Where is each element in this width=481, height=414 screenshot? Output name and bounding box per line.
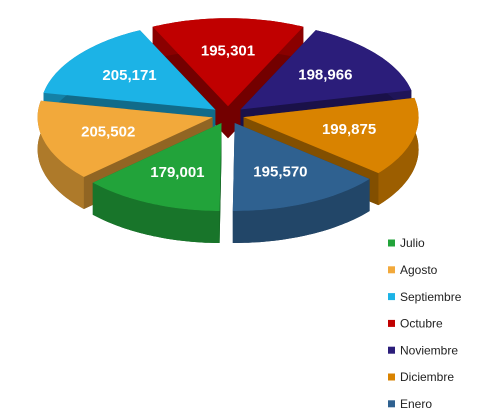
legend-label: Octubre (400, 317, 443, 331)
value-label: 198,966 (298, 66, 352, 83)
value-label: 205,502 (81, 123, 135, 140)
legend-swatch (388, 319, 395, 327)
value-label: 195,570 (253, 163, 307, 180)
slice-wall (378, 97, 419, 206)
slice-top (152, 18, 304, 107)
slice-wall (92, 182, 220, 243)
slice: 179,001 (92, 123, 222, 243)
legend-swatch (388, 293, 395, 301)
value-label: 199,875 (322, 121, 376, 138)
legend-label: Enero (400, 397, 432, 411)
legend-label: Noviembre (400, 343, 458, 357)
slice: 195,570 (232, 123, 370, 243)
slice-top (92, 123, 222, 211)
slice-top (43, 30, 216, 110)
legend-label: Diciembre (400, 370, 454, 384)
legend-label: Julio (400, 236, 425, 250)
slice-top (240, 30, 412, 110)
legend-swatch (388, 346, 395, 354)
legend-swatch (388, 400, 395, 408)
legend-swatch (388, 266, 395, 274)
legend-swatch (388, 239, 395, 247)
value-label: 195,301 (201, 43, 255, 60)
slice-top (243, 97, 419, 174)
slice-top (37, 100, 213, 177)
slice-wall (37, 100, 84, 209)
value-label: 205,171 (102, 67, 156, 84)
legend-swatch (388, 373, 395, 381)
slice: 195,301 (152, 18, 304, 139)
value-label: 179,001 (150, 164, 204, 181)
slice-top (232, 123, 370, 211)
legend-label: Agosto (400, 263, 438, 277)
legend-label: Septiembre (400, 290, 462, 304)
